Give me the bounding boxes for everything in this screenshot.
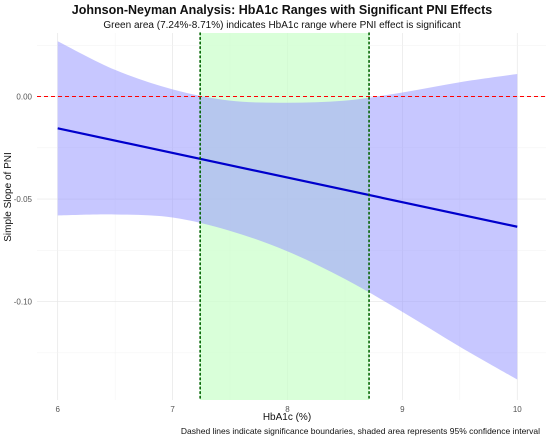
x-tick-label: 7	[170, 405, 175, 414]
slope-line-layer	[57, 127, 518, 228]
x-axis-label: HbA1c (%)	[263, 412, 311, 423]
y-tick-label: 0.00	[16, 93, 32, 102]
y-tick-label: -0.10	[14, 298, 33, 307]
confidence-ribbon-layer	[57, 41, 518, 380]
confidence-interval-ribbon	[57, 41, 518, 380]
boundary-lines-layer	[199, 32, 370, 401]
chart-title: Johnson-Neyman Analysis: HbA1c Ranges wi…	[72, 3, 493, 17]
y-axis-label: Simple Slope of PNI	[3, 152, 14, 242]
x-tick-label: 9	[400, 405, 405, 414]
x-tick-label: 8	[285, 405, 290, 414]
x-tick-label: 10	[513, 405, 522, 414]
chart-subtitle: Green area (7.24%-8.71%) indicates HbA1c…	[103, 20, 460, 31]
y-tick-label: -0.05	[14, 195, 33, 204]
tick-labels-layer: 6 7 8 9 10 0.00 -0.05 -0.10	[14, 93, 523, 414]
x-tick-label: 6	[55, 405, 60, 414]
chart-caption: Dashed lines indicate significance bound…	[181, 426, 540, 436]
simple-slope-line	[57, 127, 518, 228]
